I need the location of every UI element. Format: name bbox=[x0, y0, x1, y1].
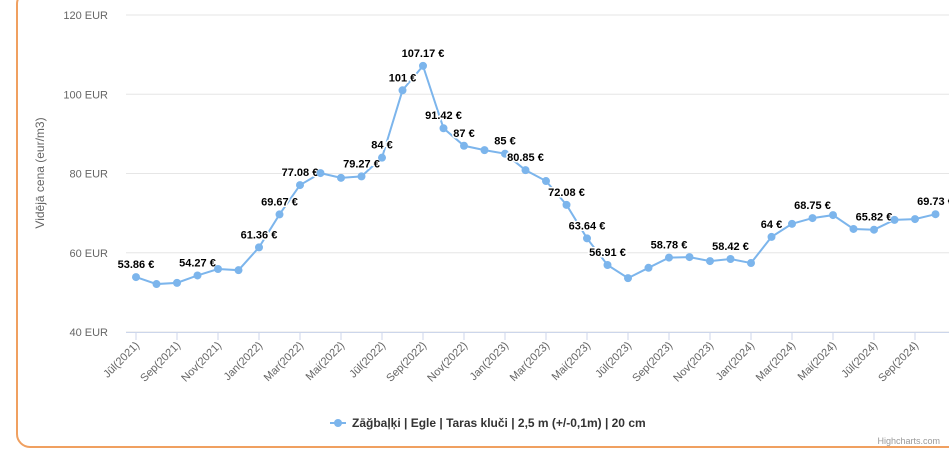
data-label: 87 € bbox=[453, 128, 474, 140]
point bbox=[747, 259, 755, 268]
point bbox=[439, 124, 448, 133]
point bbox=[521, 166, 530, 175]
x-tick-label: Sep(2024) bbox=[876, 340, 921, 385]
point bbox=[234, 266, 243, 275]
y-tick-label: 60 EUR bbox=[69, 248, 108, 260]
point bbox=[849, 224, 858, 233]
point bbox=[931, 210, 940, 219]
point bbox=[706, 257, 714, 266]
data-label: 68.75 € bbox=[794, 200, 831, 212]
point bbox=[726, 255, 735, 264]
data-label: 65.82 € bbox=[856, 212, 893, 224]
x-tick-label: Jūl(2024) bbox=[839, 340, 880, 381]
point bbox=[890, 215, 899, 224]
data-label: 107.17 € bbox=[402, 48, 445, 60]
x-tick-label: Nov(2021) bbox=[179, 340, 224, 385]
point bbox=[378, 153, 386, 162]
x-tick-label: Jūl(2023) bbox=[593, 340, 634, 381]
data-label: 58.42 € bbox=[712, 241, 749, 253]
point bbox=[193, 271, 202, 280]
point bbox=[275, 210, 284, 219]
data-label: 64 € bbox=[761, 219, 782, 231]
y-tick-label: 80 EUR bbox=[69, 169, 108, 181]
chart-frame bbox=[16, 0, 949, 448]
point bbox=[132, 273, 140, 282]
data-label: 61.36 € bbox=[241, 229, 278, 241]
point bbox=[152, 280, 161, 289]
y-tick-label: 40 EUR bbox=[69, 327, 108, 339]
data-label: 77.08 € bbox=[282, 167, 319, 179]
x-tick-label: Jūl(2021) bbox=[101, 340, 142, 381]
point bbox=[788, 219, 796, 228]
x-tick-label: Mai(2022) bbox=[304, 340, 348, 384]
point bbox=[357, 172, 366, 181]
point bbox=[870, 225, 878, 234]
data-label: 69.67 € bbox=[261, 196, 298, 208]
point bbox=[173, 278, 181, 287]
point bbox=[603, 260, 612, 269]
data-label: 101 € bbox=[389, 72, 417, 84]
series-line bbox=[135, 63, 936, 286]
x-tick-label: Jūl(2022) bbox=[347, 340, 388, 381]
point bbox=[562, 200, 571, 209]
point bbox=[624, 274, 632, 283]
x-tick-label: Mai(2024) bbox=[796, 340, 840, 384]
point bbox=[829, 211, 837, 220]
x-tick-label: Jan(2022) bbox=[222, 340, 266, 384]
credits[interactable]: Highcharts.com bbox=[877, 436, 940, 446]
x-tick-label: Mar(2024) bbox=[754, 340, 798, 384]
point bbox=[685, 253, 694, 262]
point bbox=[460, 141, 468, 150]
data-label: 84 € bbox=[371, 140, 392, 152]
x-tick-label: Mar(2023) bbox=[508, 340, 552, 384]
point bbox=[398, 86, 407, 95]
point bbox=[419, 61, 427, 70]
legend-marker bbox=[334, 419, 342, 427]
x-tick-label: Sep(2021) bbox=[138, 340, 183, 385]
x-tick-label: Mar(2022) bbox=[262, 340, 306, 384]
data-label: 56.91 € bbox=[589, 247, 626, 259]
point bbox=[644, 263, 653, 272]
point bbox=[501, 149, 509, 158]
data-label: 53.86 € bbox=[118, 259, 155, 271]
point bbox=[767, 232, 776, 241]
point bbox=[296, 181, 304, 190]
x-tick-label: Nov(2022) bbox=[425, 340, 470, 385]
data-label: 72.08 € bbox=[548, 187, 585, 199]
data-label: 54.27 € bbox=[179, 257, 216, 269]
point bbox=[583, 234, 591, 243]
y-tick-label: 120 EUR bbox=[63, 10, 108, 22]
point bbox=[255, 243, 263, 252]
data-label: 85 € bbox=[494, 136, 515, 148]
point bbox=[808, 214, 817, 223]
point bbox=[480, 146, 489, 155]
data-label: 69.73 € bbox=[917, 196, 949, 208]
point bbox=[911, 215, 919, 224]
data-label: 58.78 € bbox=[651, 240, 688, 252]
point bbox=[214, 264, 222, 273]
x-tick-label: Sep(2023) bbox=[630, 340, 675, 385]
data-label: 79.27 € bbox=[343, 158, 380, 170]
x-tick-label: Sep(2022) bbox=[384, 340, 429, 385]
point bbox=[337, 173, 345, 182]
point bbox=[542, 177, 550, 186]
x-tick-label: Mai(2023) bbox=[550, 340, 594, 384]
data-label: 80.85 € bbox=[507, 152, 544, 164]
data-label: 63.64 € bbox=[569, 220, 606, 232]
x-tick-label: Jan(2023) bbox=[468, 340, 512, 384]
legend-label[interactable]: Zāğbaļķi | Egle | Taras kluči | 2,5 m (+… bbox=[352, 416, 646, 430]
x-tick-label: Jan(2024) bbox=[714, 340, 758, 384]
data-label: 91.42 € bbox=[425, 110, 462, 122]
y-tick-label: 100 EUR bbox=[63, 89, 108, 101]
x-tick-label: Nov(2023) bbox=[671, 340, 716, 385]
y-axis-title: Vidējā cena (eur/m3) bbox=[33, 117, 47, 228]
point bbox=[665, 253, 673, 262]
point bbox=[316, 169, 325, 178]
